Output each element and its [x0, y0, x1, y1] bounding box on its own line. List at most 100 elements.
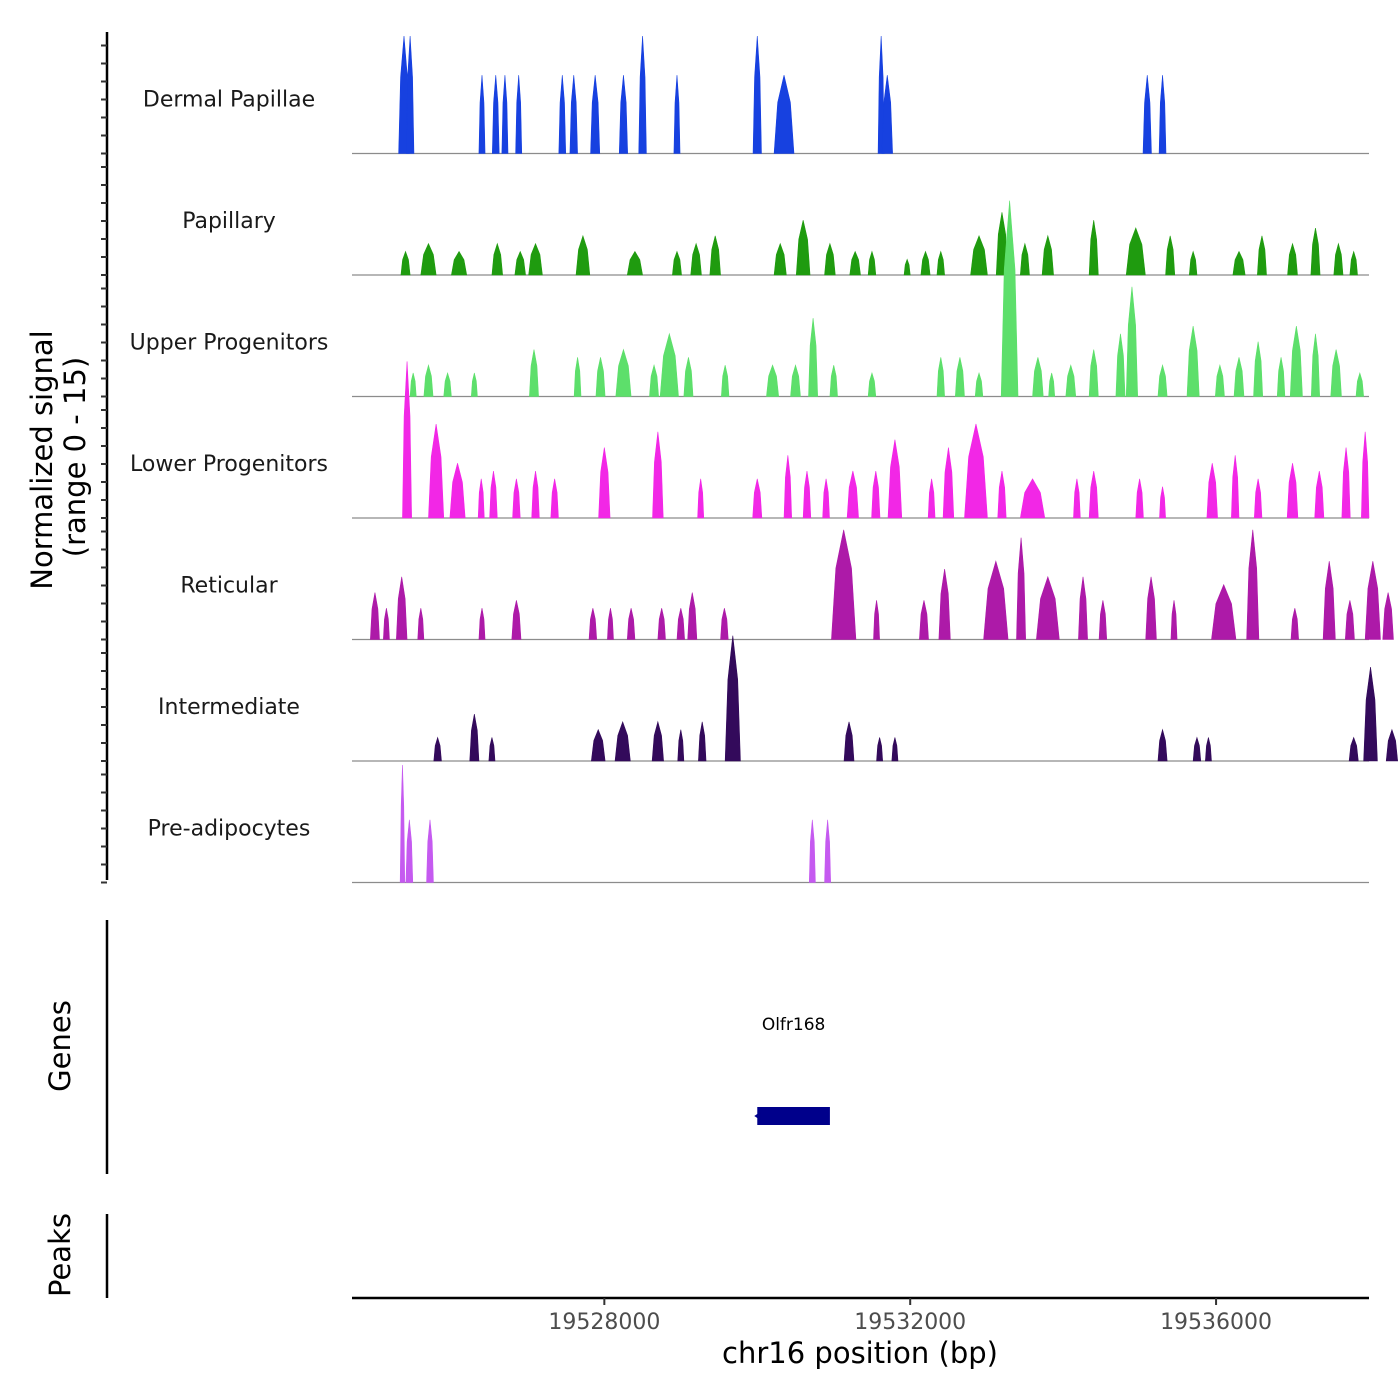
signal-peak	[672, 250, 682, 276]
signal-peak	[626, 608, 636, 640]
signal-peak	[1088, 220, 1099, 276]
signal-peak	[1041, 234, 1054, 276]
signal-peak	[659, 332, 679, 397]
signal-peak	[417, 608, 425, 640]
signal-peak	[1188, 250, 1198, 276]
signal-peak	[843, 721, 855, 762]
signal-peak	[1286, 463, 1299, 519]
x-tick-label: 19528000	[548, 1310, 660, 1335]
signal-peak	[1253, 478, 1263, 519]
signal-peak	[829, 365, 838, 397]
signal-peak	[891, 737, 899, 762]
signal-peak	[443, 371, 452, 397]
signal-peak	[550, 478, 559, 519]
signal-peak	[690, 242, 702, 276]
signal-peak	[1159, 486, 1166, 519]
signal-peak	[405, 35, 415, 154]
signal-peak	[511, 600, 522, 640]
signal-peak	[399, 764, 406, 883]
signal-peak	[983, 560, 1009, 640]
signal-peak	[1361, 431, 1370, 519]
signal-peak	[824, 819, 831, 883]
signal-peak	[683, 357, 694, 397]
signal-peak	[470, 372, 478, 397]
signal-peak	[873, 600, 880, 640]
signal-peak	[1016, 537, 1026, 640]
signal-peak	[1186, 325, 1200, 397]
signal-peak	[588, 608, 598, 640]
signal-peak	[1036, 575, 1060, 640]
signal-peak	[903, 258, 911, 276]
gene-body	[757, 1107, 830, 1125]
signal-peak	[1142, 75, 1152, 154]
signal-peak	[721, 365, 730, 397]
signal-peak	[409, 372, 417, 397]
signal-peak	[964, 423, 988, 519]
signal-peak	[790, 364, 801, 397]
signal-peak	[720, 608, 729, 640]
signal-peak	[1257, 235, 1267, 276]
signal-peak	[846, 470, 859, 519]
signal-peak	[489, 470, 498, 519]
signal-peak	[1206, 463, 1218, 519]
signal-peak	[1382, 592, 1394, 640]
signal-peak	[773, 75, 795, 154]
track-label: Upper Progenitors	[130, 331, 329, 356]
signal-peak	[676, 608, 685, 640]
signal-peak	[867, 250, 877, 276]
genes-panel-title: Genes	[43, 1000, 77, 1092]
signal-peak	[402, 361, 412, 519]
signal-peak	[1048, 372, 1056, 397]
signal-peak	[531, 470, 540, 519]
signal-peak	[1231, 455, 1240, 519]
signal-peak	[677, 729, 685, 762]
signal-peak	[1157, 728, 1168, 762]
signal-peak	[478, 75, 486, 154]
signal-peak	[954, 357, 965, 397]
signal-peak	[449, 463, 466, 519]
signal-peak	[752, 35, 762, 154]
signal-peak	[1019, 478, 1046, 519]
signal-peak	[529, 349, 539, 397]
signal-peak	[724, 635, 741, 762]
signal-peak	[652, 431, 664, 519]
signal-peak	[1385, 728, 1399, 762]
signal-peak	[1115, 333, 1126, 397]
signal-peak	[1165, 235, 1176, 276]
signal-peak	[614, 720, 631, 762]
signal-peak	[1135, 478, 1144, 519]
signal-peak	[1348, 736, 1359, 762]
signal-peak	[698, 721, 707, 762]
x-axis-ticks: 19528000 19532000 19536000	[548, 1298, 1272, 1335]
signal-peak	[651, 720, 664, 762]
track-label: Pre-adipocytes	[148, 817, 311, 842]
coverage-y-axis-ticks	[101, 44, 107, 884]
signal-peak	[1125, 227, 1146, 276]
signal-peak	[1088, 470, 1099, 519]
signal-peak	[871, 470, 881, 519]
signal-peak	[1349, 250, 1358, 276]
signal-peak	[673, 75, 681, 154]
signal-peak	[433, 736, 442, 762]
y-axis-title-line-1: Normalized signal	[25, 330, 59, 589]
signal-peak	[887, 439, 903, 519]
signal-peak	[1205, 737, 1212, 762]
signal-peak	[1158, 75, 1167, 154]
signal-peak	[709, 235, 721, 276]
signal-peak	[492, 75, 500, 154]
signal-peak	[1065, 364, 1077, 397]
x-axis-title: chr16 position (bp)	[722, 1336, 998, 1370]
signal-peak	[808, 819, 816, 883]
signal-peak	[618, 75, 628, 154]
signal-peak	[649, 364, 659, 397]
signal-peak	[876, 737, 883, 762]
signal-peak	[575, 234, 591, 276]
signal-peak	[824, 242, 836, 276]
signal-peak	[1253, 341, 1264, 397]
signal-peak	[867, 371, 877, 397]
signal-peak	[626, 250, 643, 276]
signal-peak	[1073, 478, 1081, 519]
signal-peak	[919, 600, 929, 640]
signal-peak	[938, 568, 951, 640]
